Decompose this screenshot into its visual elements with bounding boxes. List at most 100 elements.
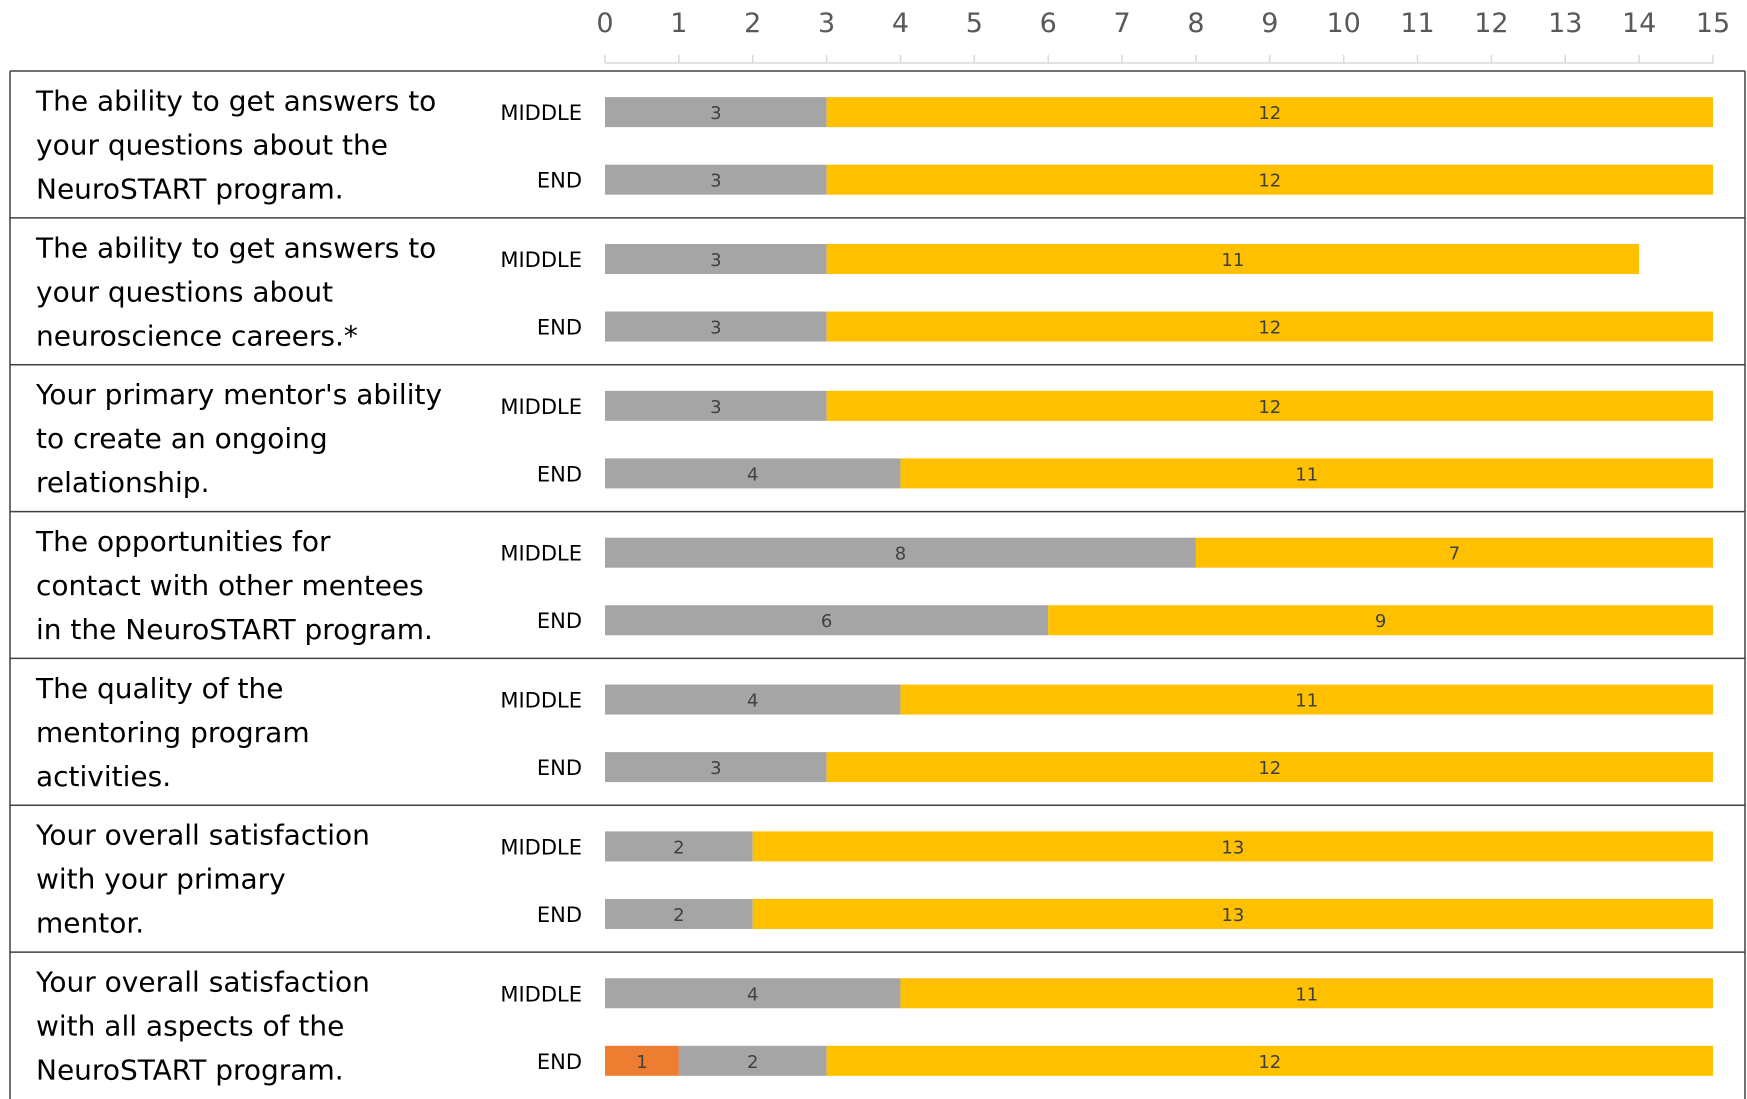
data-label: 12 — [1258, 103, 1281, 124]
bar-segment — [605, 243, 827, 274]
question-label-line: The quality of the — [35, 672, 284, 705]
bar-segment — [826, 752, 1713, 783]
phase-label: END — [537, 609, 582, 633]
bar-segment — [605, 390, 827, 421]
x-tick-label: 14 — [1622, 8, 1656, 39]
question-row: Your overall satisfaction with your prima… — [10, 804, 1745, 940]
question-label-line: activities. — [36, 760, 171, 793]
question-row: Your overall satisfaction with all aspect… — [10, 951, 1745, 1087]
question-label-line: The opportunities for — [35, 525, 331, 558]
data-label: 2 — [747, 1052, 758, 1073]
phase-label: MIDDLE — [500, 248, 582, 272]
data-label: 4 — [747, 464, 758, 485]
bar-segment — [605, 831, 753, 862]
phase-label: END — [537, 903, 582, 927]
question-label-line: relationship. — [36, 466, 209, 499]
bar-segment — [605, 898, 753, 929]
bar-segment — [826, 1045, 1713, 1076]
x-tick-label: 13 — [1548, 8, 1582, 39]
question-label-line: NeuroSTART program. — [36, 1054, 344, 1087]
data-label: 11 — [1295, 464, 1318, 485]
x-tick-label: 7 — [1113, 8, 1130, 39]
phase-label: MIDDLE — [500, 395, 582, 419]
x-tick-label: 12 — [1474, 8, 1508, 39]
x-tick-label: 15 — [1696, 8, 1730, 39]
data-label: 11 — [1221, 250, 1244, 271]
data-label: 11 — [1295, 984, 1318, 1005]
data-label: 6 — [821, 611, 832, 632]
question-label-line: with your primary — [36, 863, 286, 896]
chart-frame — [9, 70, 1746, 1099]
phase-label: END — [537, 169, 582, 193]
question-label-line: NeuroSTART program. — [36, 172, 344, 205]
phase-label: END — [537, 756, 582, 780]
data-label: 4 — [747, 691, 758, 712]
question-rows: The ability to get answers to your questi… — [10, 84, 1745, 1087]
bar-segment — [900, 684, 1713, 715]
phase-label: MIDDLE — [500, 835, 582, 859]
x-tick-label: 5 — [966, 8, 983, 39]
bar-segment — [752, 898, 1713, 929]
phase-label: MIDDLE — [500, 101, 582, 125]
x-tick-label: 6 — [1040, 8, 1057, 39]
phase-label: END — [537, 462, 582, 486]
bar-segment — [826, 164, 1713, 195]
data-label: 8 — [895, 544, 906, 565]
data-label: 13 — [1221, 905, 1244, 926]
bar-segment — [826, 390, 1713, 421]
x-tick-label: 8 — [1187, 8, 1204, 39]
data-label: 11 — [1295, 691, 1318, 712]
bar-segment — [605, 97, 827, 128]
data-label: 12 — [1258, 758, 1281, 779]
question-row: The quality of the mentoring program activ… — [10, 657, 1745, 793]
question-label-line: mentor. — [36, 907, 144, 940]
data-label: 12 — [1258, 171, 1281, 192]
bar-segment — [1195, 537, 1713, 568]
data-label: 1 — [636, 1052, 647, 1073]
data-label: 3 — [710, 397, 721, 418]
x-tick-label: 9 — [1261, 8, 1278, 39]
phase-label: END — [537, 1050, 582, 1074]
question-label-line: neuroscience careers.* — [36, 319, 358, 352]
data-label: 3 — [710, 103, 721, 124]
question-label-line: your questions about the — [36, 128, 388, 161]
data-label: 2 — [673, 837, 684, 858]
question-label-line: contact with other mentees — [36, 569, 424, 602]
question-row: The opportunities for contact with other … — [10, 510, 1745, 646]
data-label: 12 — [1258, 1052, 1281, 1073]
bar-segment — [605, 978, 901, 1009]
bar-segment — [605, 684, 901, 715]
phase-label: MIDDLE — [500, 689, 582, 713]
x-tick-label: 1 — [670, 8, 687, 39]
data-label: 3 — [710, 318, 721, 339]
phase-label: END — [537, 316, 582, 340]
bar-segment — [605, 537, 1196, 568]
bar-segment — [605, 311, 827, 342]
x-axis: 0 1 2 3 4 5 6 7 8 9 10 11 12 13 14 15 — [596, 8, 1730, 64]
question-label-line: mentoring program — [36, 716, 310, 749]
question-row: The ability to get answers to your questi… — [10, 217, 1745, 352]
question-label-line: in the NeuroSTART program. — [36, 613, 433, 646]
bar-segment — [605, 164, 827, 195]
bar-segment — [900, 978, 1713, 1009]
phase-label: MIDDLE — [500, 982, 582, 1006]
question-label-line: Your overall satisfaction — [35, 966, 370, 999]
data-label: 7 — [1449, 544, 1460, 565]
bar-segment — [1048, 605, 1713, 636]
data-label: 3 — [710, 758, 721, 779]
question-label-line: The ability to get answers to — [35, 84, 436, 117]
x-tick-label: 3 — [818, 8, 835, 39]
data-label: 3 — [710, 171, 721, 192]
question-label-line: The ability to get answers to — [35, 231, 436, 264]
question-label-line: your questions about — [36, 275, 333, 308]
bar-segment — [826, 97, 1713, 128]
bar-segment — [605, 458, 901, 489]
x-tick-label: 11 — [1400, 8, 1434, 39]
bar-segment — [678, 1045, 827, 1076]
data-label: 4 — [747, 984, 758, 1005]
data-label: 12 — [1258, 397, 1281, 418]
bar-segment — [900, 458, 1713, 489]
phase-label: MIDDLE — [500, 542, 582, 566]
question-row: Your primary mentor's ability to create a… — [10, 363, 1745, 499]
